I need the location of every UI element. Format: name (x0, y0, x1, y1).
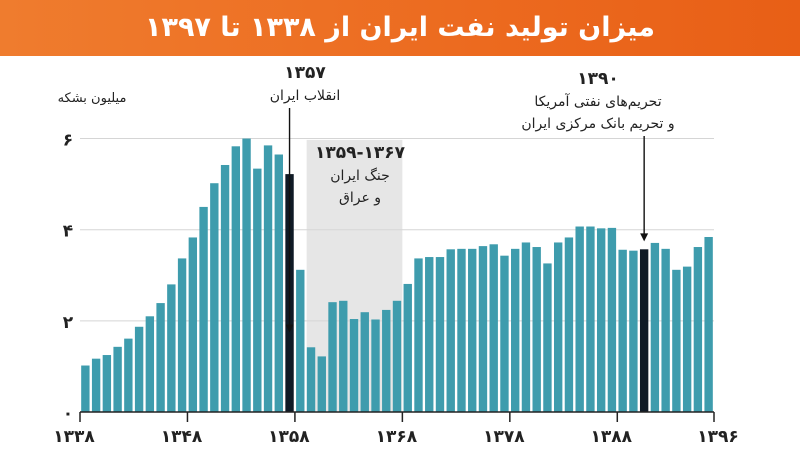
bar-1392 (661, 248, 670, 412)
bar-1342 (124, 338, 133, 412)
bar-1363 (349, 319, 359, 412)
bar-1385 (586, 226, 595, 412)
x-tick-label: ۱۳۹۶ (697, 427, 739, 447)
bar-1339 (91, 358, 101, 412)
bar-1356 (274, 154, 283, 413)
bar-1393 (672, 269, 681, 412)
bar-1347 (177, 258, 187, 412)
arrow-head (285, 324, 294, 333)
bar-1365 (371, 319, 380, 412)
bar-highlight-1390 (639, 249, 649, 412)
bar-1358 (296, 269, 305, 412)
bar-1389 (629, 250, 638, 412)
y-tick-label: ۲ (63, 313, 74, 333)
bar-1375 (478, 246, 488, 412)
x-tick-label: ۱۳۷۸ (483, 427, 525, 447)
bar-1340 (102, 355, 112, 412)
bar-1355 (263, 145, 273, 412)
bar-1354 (253, 168, 262, 412)
bar-1391 (650, 242, 660, 412)
bar-1386 (596, 228, 606, 412)
annotation-revolution: ۱۳۵۷ انقلاب ایران (270, 63, 341, 333)
bar-1382 (553, 242, 563, 412)
bar-1345 (156, 303, 165, 412)
bar-1369 (414, 258, 423, 412)
bar-1362 (339, 300, 348, 412)
bar-1349 (199, 206, 208, 412)
annotation-text: تحریم‌های نفتی آمریکا (534, 93, 661, 110)
bars (81, 138, 713, 413)
bar-1371 (435, 257, 445, 412)
bar-1381 (543, 263, 552, 412)
bar-1384 (575, 226, 584, 412)
bar-1373 (457, 248, 466, 412)
bar-1360 (317, 356, 326, 412)
y-tick-label: ۶ (63, 131, 73, 151)
bar-1372 (446, 249, 455, 412)
arrow-head (640, 233, 649, 242)
bar-1346 (167, 284, 176, 412)
bar-1351 (220, 164, 230, 412)
y-tick-label: ۴ (63, 222, 73, 242)
annotation-text: و عراق (339, 190, 381, 206)
bar-1341 (113, 346, 122, 412)
annotation-year: ۱۳۵۷ (284, 63, 326, 83)
x-tick-label: ۱۳۵۸ (268, 427, 310, 447)
bar-1380 (532, 247, 541, 412)
annotation-year: ۱۳۹۰ (577, 69, 619, 89)
annotation-text: و تحریم بانک مرکزی ایران (521, 116, 674, 132)
annotations: ۱۳۵۷ انقلاب ایران ۱۳۹۰ تحریم‌های نفتی آمریک… (270, 63, 675, 333)
chart-title: میزان تولید نفت ایران از ۱۳۳۸ تا ۱۳۹۷ (144, 12, 656, 43)
bar-1353 (242, 138, 251, 412)
bar-1396 (704, 236, 713, 412)
bar-1394 (682, 266, 692, 412)
annotation-year: ۱۳۵۹-۱۳۶۷ (315, 143, 406, 163)
y-tick-label: ۰ (63, 404, 73, 424)
bar-1387 (607, 227, 617, 412)
annotation-war: ۱۳۵۹-۱۳۶۷ جنگ ایران و عراق (315, 143, 406, 206)
bar-1350 (210, 183, 219, 412)
bar-1348 (188, 237, 198, 412)
annotation-text: جنگ ایران (330, 167, 390, 184)
bar-1359 (306, 347, 316, 412)
bar-1364 (360, 312, 369, 412)
bar-1344 (145, 316, 155, 412)
bar-1370 (425, 257, 434, 412)
bar-1379 (521, 242, 531, 412)
bar-1366 (382, 309, 391, 412)
bar-1367 (392, 300, 402, 412)
bar-1338 (81, 365, 90, 412)
bar-1374 (468, 248, 477, 412)
bar-1395 (693, 247, 703, 412)
x-tick-label: ۱۳۸۸ (591, 427, 633, 447)
title-banner (0, 0, 800, 56)
x-tick-label: ۱۳۳۸ (53, 427, 95, 447)
y-axis-label: میلیون بشکه (58, 91, 127, 106)
bar-1377 (500, 255, 509, 412)
bar-1352 (231, 146, 241, 412)
bar-1343 (134, 326, 144, 412)
bar-1383 (564, 237, 574, 412)
x-tick-label: ۱۳۶۸ (376, 427, 418, 447)
oil-production-chart: ۰ ۲ ۴ ۶ میلیون بشکه ۱۳۳۸ ۱۳۴۸ ۱۳۵۸ ۱۳۶۸ ۱۳۷۸ ۱۳۸۸ ۱… (53, 63, 739, 447)
axes: ۰ ۲ ۴ ۶ میلیون بشکه ۱۳۳۸ ۱۳۴۸ ۱۳۵۸ ۱۳۶۸ ۱۳۷۸ ۱۳۸۸ ۱… (53, 91, 739, 447)
bar-1378 (511, 248, 520, 412)
bar-1368 (403, 283, 412, 412)
bar-1361 (328, 302, 337, 412)
x-tick-label: ۱۳۴۸ (161, 427, 203, 447)
annotation-sanctions: ۱۳۹۰ تحریم‌های نفتی آمریکا و تحریم بانک مر… (521, 69, 675, 242)
bar-1376 (489, 244, 498, 412)
bar-1388 (618, 249, 627, 412)
annotation-text: انقلاب ایران (270, 88, 341, 104)
